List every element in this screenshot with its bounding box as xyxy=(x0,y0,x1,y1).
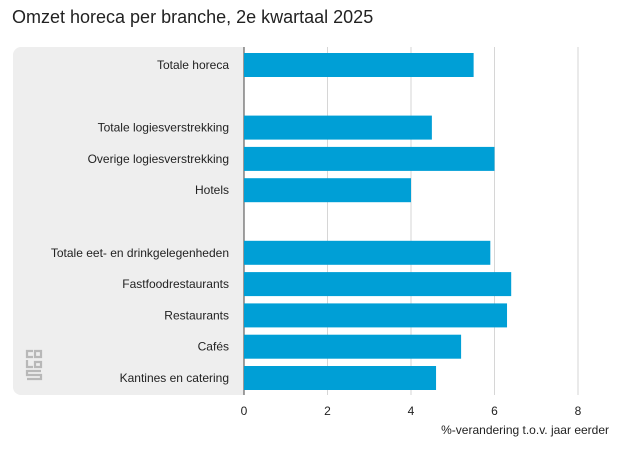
bar xyxy=(244,240,491,265)
x-tick-label: 2 xyxy=(324,404,331,418)
category-label: Hotels xyxy=(195,183,229,197)
bar xyxy=(244,146,495,171)
bar xyxy=(244,272,512,297)
x-tick-label: 6 xyxy=(491,404,498,418)
bar xyxy=(244,53,474,77)
category-label: Restaurants xyxy=(164,308,229,322)
category-label: Totale logiesverstrekking xyxy=(98,121,229,135)
x-tick-label: 8 xyxy=(575,404,582,418)
category-label: Overige logiesverstrekking xyxy=(88,152,229,166)
bar xyxy=(244,303,508,328)
bar xyxy=(244,334,462,359)
category-label-panel xyxy=(13,47,244,395)
x-axis-label: %-verandering t.o.v. jaar eerder xyxy=(441,423,609,437)
bar xyxy=(244,366,437,390)
category-label: Totale eet- en drinkgelegenheden xyxy=(51,246,229,260)
bar xyxy=(244,115,432,140)
x-tick-label: 0 xyxy=(241,404,248,418)
chart-title: Omzet horeca per branche, 2e kwartaal 20… xyxy=(12,7,374,27)
cbs-logo-icon xyxy=(25,349,43,381)
category-label: Totale horeca xyxy=(157,58,229,72)
bar xyxy=(244,178,411,203)
category-label: Fastfoodrestaurants xyxy=(122,277,229,291)
category-label: Cafés xyxy=(198,340,229,354)
x-tick-label: 4 xyxy=(408,404,415,418)
category-label: Kantines en catering xyxy=(120,371,229,385)
